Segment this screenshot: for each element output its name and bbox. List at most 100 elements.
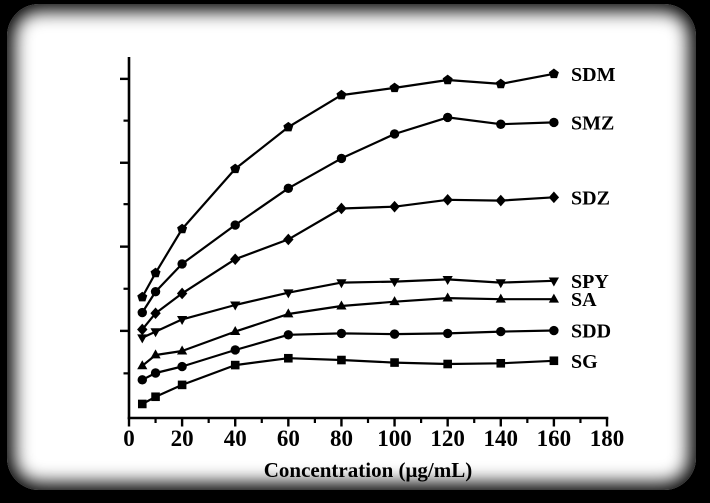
circle-marker (177, 259, 187, 269)
series-line-SG (141, 357, 554, 405)
circle-marker (137, 375, 147, 385)
square-marker (549, 356, 559, 366)
pentagon-marker (336, 89, 347, 100)
pentagon-marker (230, 163, 241, 174)
circle-marker (496, 119, 506, 129)
pentagon-marker (548, 68, 559, 79)
series-label-SDD: SDD (571, 321, 611, 343)
series-line-SDZ (141, 196, 554, 331)
diamond-marker (495, 194, 506, 207)
triangle-down-marker (137, 334, 148, 344)
circle-marker (150, 286, 161, 297)
circle-marker (389, 129, 400, 139)
triangle-up-marker (336, 300, 347, 310)
triangle-up-marker (137, 360, 148, 370)
triangle-up-marker (150, 349, 161, 359)
diamond-marker (176, 287, 188, 300)
x-tick-label: 120 (430, 426, 465, 451)
circle-marker (230, 220, 240, 230)
square-marker (230, 360, 240, 370)
circle-marker (549, 325, 559, 336)
triangle-down-marker (548, 277, 559, 287)
circle-marker (230, 345, 240, 355)
pentagon-marker (389, 82, 400, 93)
circle-marker (389, 329, 400, 339)
series-line-SMZ (141, 116, 554, 314)
x-axis-title: Concentration (μg/mL) (264, 458, 472, 482)
pentagon-marker (137, 291, 148, 302)
triangle-up-marker (495, 293, 506, 303)
series-SG: SG (137, 351, 598, 409)
series-SA: SA (137, 289, 597, 370)
diamond-marker (283, 233, 294, 246)
diamond-marker (137, 323, 148, 336)
triangle-down-marker (442, 276, 453, 285)
x-tick-label: 60 (277, 426, 300, 451)
triangle-up-marker (230, 326, 241, 335)
circle-marker (442, 112, 453, 123)
series-label-SA: SA (571, 289, 597, 311)
triangle-down-marker (177, 315, 188, 325)
series-line-SPY (141, 278, 554, 339)
x-tick-label: 140 (484, 426, 519, 451)
x-tick-label: 40 (224, 426, 247, 451)
square-marker (151, 392, 160, 402)
diamond-marker (230, 253, 241, 266)
circle-marker (137, 307, 147, 318)
triangle-up-marker (442, 292, 453, 302)
pentagon-marker (495, 78, 506, 89)
diamond-marker (336, 202, 347, 215)
circle-marker (177, 361, 187, 372)
circle-marker (283, 183, 294, 194)
triangle-down-marker (230, 301, 241, 311)
diamond-marker (442, 194, 453, 206)
series-line-SA (141, 297, 554, 367)
pentagon-marker (150, 267, 161, 278)
triangle-down-marker (389, 278, 400, 288)
triangle-up-marker (389, 296, 400, 306)
series-label-SMZ: SMZ (571, 112, 614, 134)
x-tick-label: 160 (537, 426, 572, 451)
series-SDZ: SDZ (137, 187, 610, 336)
circle-marker (336, 328, 347, 339)
series-line-SDM (141, 72, 555, 298)
square-marker (137, 399, 147, 409)
circle-marker (336, 153, 347, 164)
x-tick-label: 80 (330, 426, 353, 451)
pentagon-marker (283, 121, 294, 132)
circle-marker (283, 330, 294, 340)
series-label-SG: SG (571, 351, 598, 373)
square-marker (337, 355, 346, 365)
circle-marker (442, 328, 453, 339)
x-tick-label: 20 (171, 426, 194, 451)
x-tick-label: 180 (590, 426, 625, 451)
triangle-down-marker (150, 328, 161, 338)
series-label-SPY: SPY (571, 271, 609, 293)
series-SPY: SPY (137, 271, 609, 344)
diamond-marker (150, 307, 161, 320)
triangle-down-marker (495, 279, 506, 289)
series-SDD: SDD (137, 321, 611, 385)
square-marker (443, 359, 452, 369)
square-marker (284, 353, 293, 363)
triangle-up-marker (283, 308, 294, 318)
square-marker (496, 358, 506, 368)
series-SDM: SDM (137, 64, 616, 302)
x-tick-label: 0 (123, 426, 135, 451)
circle-marker (549, 117, 559, 128)
series-label-SDM: SDM (571, 64, 616, 86)
square-marker (177, 380, 187, 390)
triangle-down-marker (283, 289, 294, 299)
triangle-up-marker (177, 345, 188, 355)
triangle-up-marker (548, 293, 559, 303)
circle-marker (496, 326, 506, 337)
square-marker (390, 358, 399, 367)
diamond-marker (389, 200, 400, 213)
triangle-down-marker (336, 279, 347, 289)
x-tick-label: 100 (377, 426, 412, 451)
pentagon-marker (177, 223, 188, 234)
circle-marker (150, 368, 161, 378)
series-SMZ: SMZ (137, 112, 614, 318)
